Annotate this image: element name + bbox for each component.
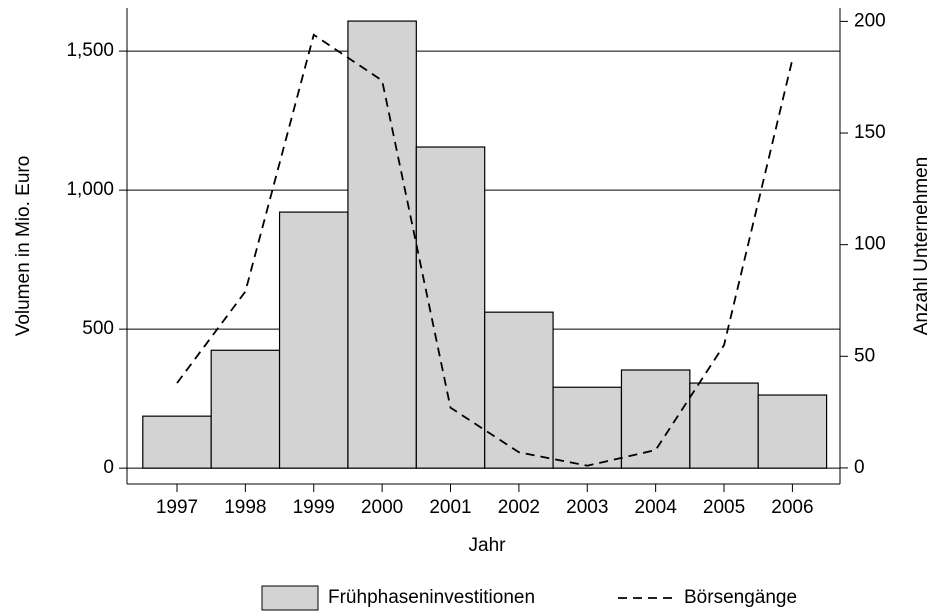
- x-tick-label: 2000: [361, 497, 403, 518]
- x-tick-label: 2006: [771, 497, 813, 518]
- bar: [278, 211, 349, 469]
- y-tick-label: 1,500: [66, 40, 114, 61]
- y2-tick-label: 100: [854, 234, 886, 255]
- y2-tick-label: 200: [854, 10, 886, 31]
- line: [176, 33, 794, 467]
- legend-swatch: [261, 585, 319, 611]
- bar: [757, 394, 828, 469]
- x-tick-label: 2004: [635, 497, 678, 518]
- y2-tick-label: 50: [854, 345, 875, 366]
- y-axis-title: Volumen in Mio. Euro: [13, 156, 34, 337]
- bar: [484, 311, 554, 469]
- y2-axis-title: Anzahl Unternehmen: [911, 157, 932, 336]
- x-tick-label: 1999: [293, 497, 335, 518]
- legend-label: Frühphaseninvestitionen: [328, 587, 535, 608]
- y2-tick-label: 0: [854, 457, 865, 478]
- bar: [210, 349, 281, 469]
- x-tick-label: 2001: [429, 497, 471, 518]
- x-tick-label: 1997: [156, 497, 198, 518]
- y-tick-label: 1,000: [66, 179, 114, 200]
- y-tick-label: 500: [82, 318, 114, 339]
- bar: [552, 386, 623, 469]
- bar: [620, 369, 691, 469]
- x-axis-title: Jahr: [469, 535, 507, 556]
- x-tick-label: 1998: [224, 497, 266, 518]
- bar: [347, 20, 417, 469]
- bar: [142, 415, 212, 469]
- y2-tick-label: 150: [854, 122, 886, 143]
- x-tick-label: 2003: [566, 497, 608, 518]
- legend-label: Börsengänge: [684, 587, 797, 608]
- bar: [415, 146, 486, 469]
- x-tick-label: 2005: [703, 497, 745, 518]
- x-tick-label: 2002: [498, 497, 540, 518]
- bar: [689, 382, 759, 469]
- y-tick-label: 0: [103, 457, 114, 478]
